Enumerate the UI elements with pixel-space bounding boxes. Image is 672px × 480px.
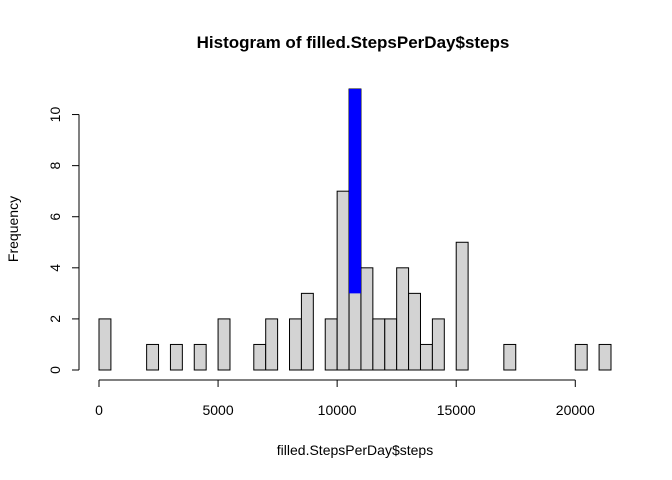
y-axis-label: Frequency: [5, 196, 21, 262]
histogram-bar: [455, 241, 469, 371]
histogram-bar: [146, 343, 160, 371]
x-axis-label: filled.StepsPerDay$steps: [277, 442, 433, 458]
histogram-bar: [503, 343, 517, 371]
x-tick-label: 0: [95, 402, 103, 418]
histogram-bar: [574, 343, 588, 371]
histogram-bar: [431, 318, 445, 371]
y-tick-label: 6: [47, 213, 63, 221]
histogram-bar: [193, 343, 207, 371]
histogram-bar: [253, 343, 267, 371]
x-tick-label: 10000: [318, 402, 357, 418]
histogram-bar: [169, 343, 183, 371]
y-tick-label: 2: [47, 315, 63, 323]
chart-title: Histogram of filled.StepsPerDay$steps: [197, 33, 510, 52]
histogram-bar: [217, 318, 231, 371]
histogram-bar: [360, 267, 374, 371]
histogram-bar: [419, 343, 433, 371]
histogram-bar: [324, 318, 338, 371]
y-tick-label: 10: [47, 107, 63, 123]
x-tick-label: 15000: [437, 402, 476, 418]
histogram-bars: [98, 88, 612, 371]
histogram-bar: [289, 318, 302, 371]
y-tick-label: 8: [47, 162, 63, 170]
histogram-bar: [98, 318, 112, 371]
histogram-bar: [372, 318, 386, 371]
highlight-bar: [349, 89, 361, 294]
y-tick-label: 0: [47, 366, 63, 374]
y-axis: 0 2 4 6 8 10: [47, 107, 80, 374]
histogram-bar: [598, 343, 612, 371]
histogram-bar: [408, 292, 421, 371]
histogram-bar: [265, 318, 279, 371]
x-tick-label: 20000: [556, 402, 595, 418]
histogram-bar: [396, 267, 410, 371]
histogram-bar: [300, 292, 314, 371]
x-tick-label: 5000: [202, 402, 233, 418]
histogram-bar: [336, 190, 350, 371]
histogram-bar: [384, 318, 398, 371]
x-axis: 0 5000 10000 15000 20000: [95, 379, 595, 418]
y-tick-label: 4: [47, 264, 63, 272]
